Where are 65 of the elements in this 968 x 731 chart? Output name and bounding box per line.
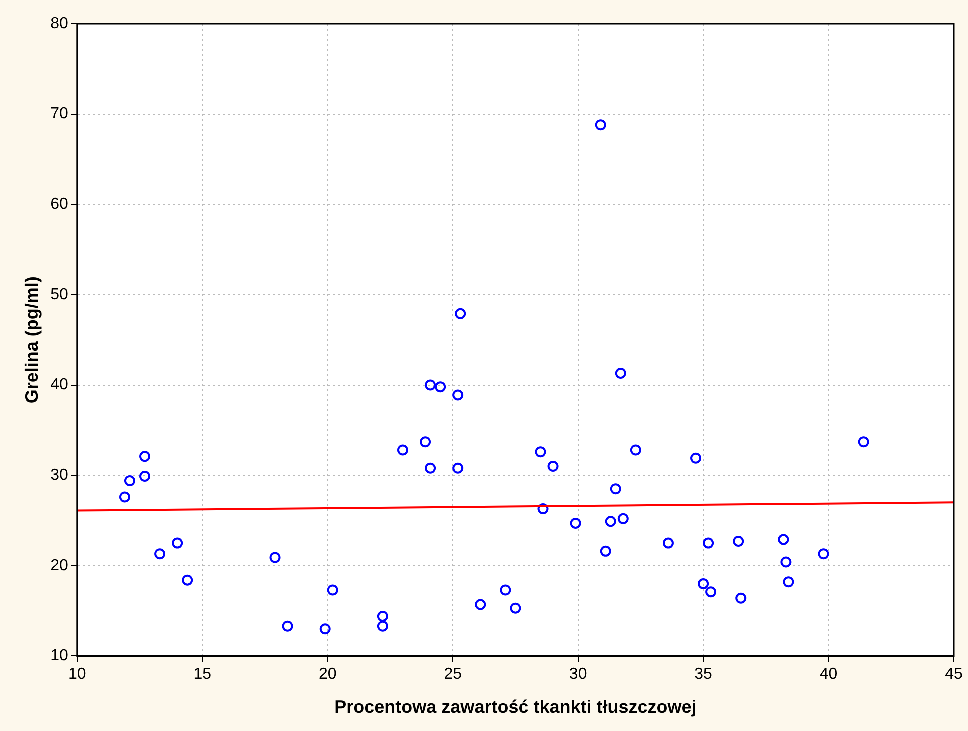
point bbox=[397, 444, 408, 456]
point bbox=[475, 599, 486, 610]
point bbox=[500, 584, 512, 596]
x-tick-label: 30 bbox=[569, 666, 588, 684]
point bbox=[452, 390, 464, 401]
point bbox=[858, 436, 870, 448]
point bbox=[140, 470, 151, 482]
point bbox=[605, 516, 616, 528]
point bbox=[182, 574, 194, 586]
point bbox=[538, 503, 549, 514]
point bbox=[154, 548, 166, 560]
point bbox=[270, 552, 281, 564]
point bbox=[535, 446, 546, 458]
point bbox=[736, 592, 747, 604]
point bbox=[780, 556, 792, 568]
y-tick-label: 80 bbox=[50, 15, 68, 32]
point bbox=[698, 578, 710, 590]
point bbox=[630, 444, 642, 456]
point bbox=[327, 584, 338, 596]
y-tick-label: 30 bbox=[50, 466, 68, 484]
point bbox=[172, 538, 184, 549]
point bbox=[733, 536, 744, 547]
point bbox=[690, 452, 702, 464]
y-tick-label: 70 bbox=[50, 106, 68, 123]
x-axis-title: Procentowa zawartość tkankti tłuszczowej bbox=[334, 697, 697, 718]
point bbox=[703, 538, 714, 549]
point bbox=[455, 308, 466, 320]
point bbox=[600, 546, 612, 557]
point bbox=[282, 620, 294, 632]
x-tick-label: 40 bbox=[820, 666, 838, 684]
point bbox=[377, 620, 388, 632]
x-tick-label: 35 bbox=[694, 666, 713, 684]
point bbox=[452, 462, 464, 474]
point bbox=[570, 518, 582, 529]
point bbox=[140, 451, 151, 462]
y-tick-label: 10 bbox=[50, 648, 68, 665]
y-tick-label: 40 bbox=[50, 376, 68, 394]
point bbox=[548, 461, 559, 472]
x-tick-label: 25 bbox=[444, 666, 462, 684]
point bbox=[377, 610, 388, 622]
point bbox=[119, 492, 130, 503]
point bbox=[420, 436, 432, 448]
point bbox=[818, 548, 830, 560]
point bbox=[706, 586, 717, 598]
y-tick-label: 60 bbox=[50, 196, 68, 214]
x-tick-label: 15 bbox=[194, 666, 212, 684]
point bbox=[783, 576, 794, 588]
point bbox=[610, 484, 622, 495]
point bbox=[124, 475, 136, 486]
x-tick-label: 20 bbox=[318, 666, 337, 684]
x-tick-label: 45 bbox=[945, 666, 963, 684]
y-tick-label: 50 bbox=[50, 286, 68, 304]
y-axis-title: Grelina (pg/ml) bbox=[22, 276, 42, 404]
x-tick-label: 10 bbox=[68, 666, 86, 684]
point bbox=[615, 368, 626, 380]
point bbox=[778, 534, 790, 546]
point bbox=[425, 380, 436, 391]
point bbox=[425, 462, 436, 474]
point bbox=[320, 624, 331, 635]
point bbox=[662, 538, 674, 549]
y-tick-label: 20 bbox=[50, 557, 68, 574]
point bbox=[618, 513, 629, 524]
point bbox=[510, 602, 522, 614]
point bbox=[435, 382, 446, 393]
point bbox=[595, 120, 606, 131]
